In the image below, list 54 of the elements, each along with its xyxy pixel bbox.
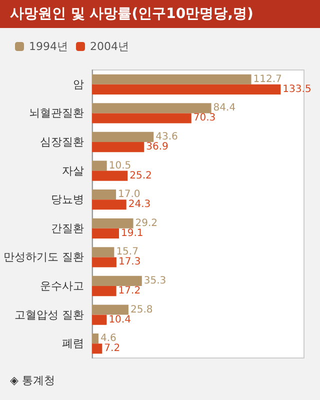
y-tick-label: 고혈압성 질환 bbox=[14, 308, 84, 322]
bar bbox=[92, 228, 119, 238]
data-label: 19.1 bbox=[120, 228, 144, 239]
data-label: 112.7 bbox=[253, 74, 282, 85]
data-label: 17.3 bbox=[118, 256, 141, 268]
bar bbox=[92, 334, 98, 344]
data-label: 24.3 bbox=[128, 199, 151, 210]
data-label: 70.3 bbox=[193, 112, 216, 124]
y-tick-label: 심장질환 bbox=[40, 136, 84, 148]
y-tick-label: 만성하기도 질환 bbox=[4, 250, 84, 264]
bar bbox=[92, 160, 107, 171]
y-tick-label: 운수사고 bbox=[40, 280, 84, 292]
data-label: 35.3 bbox=[144, 275, 166, 286]
y-tick-label: 자살 bbox=[62, 164, 84, 178]
bar bbox=[92, 103, 212, 114]
y-tick-label: 폐렴 bbox=[62, 337, 84, 350]
data-label: 4.6 bbox=[100, 333, 116, 344]
bar bbox=[92, 142, 144, 152]
bar bbox=[92, 257, 116, 268]
data-label: 25.2 bbox=[130, 170, 152, 182]
y-tick-label: 암 bbox=[73, 78, 84, 91]
data-label: 7.2 bbox=[104, 343, 120, 354]
data-label: 36.9 bbox=[146, 142, 168, 153]
y-tick-label: 뇌혈관질환 bbox=[29, 106, 84, 120]
data-label: 17.2 bbox=[118, 286, 141, 297]
bar bbox=[92, 170, 128, 181]
data-label: 43.6 bbox=[156, 131, 178, 142]
data-label: 10.4 bbox=[108, 314, 131, 326]
legend-label: 1994년 bbox=[29, 40, 68, 53]
bar bbox=[92, 84, 281, 94]
data-label: 29.2 bbox=[135, 218, 158, 229]
bar bbox=[92, 304, 128, 315]
y-tick-label: 간질환 bbox=[51, 222, 84, 235]
y-tick-label: 당뇨병 bbox=[51, 193, 84, 206]
bar bbox=[92, 314, 107, 325]
bar bbox=[92, 276, 142, 286]
text: ◈ 통계청 bbox=[10, 374, 55, 387]
data-label: 17.0 bbox=[118, 189, 140, 200]
bar bbox=[92, 344, 102, 354]
data-label: 10.5 bbox=[108, 160, 132, 172]
data-label: 25.8 bbox=[130, 304, 153, 316]
bar bbox=[92, 200, 126, 210]
bar bbox=[92, 132, 154, 142]
bar bbox=[92, 113, 192, 124]
bar bbox=[92, 247, 114, 258]
bar bbox=[92, 218, 134, 228]
data-label: 84.4 bbox=[213, 102, 236, 114]
data-label: 133.5 bbox=[282, 84, 312, 95]
bar bbox=[92, 190, 116, 200]
bar bbox=[92, 74, 252, 84]
data-label: 15.7 bbox=[116, 246, 138, 258]
bar bbox=[92, 286, 116, 296]
chart-title: 사망원인 및 사망률(인구10만명당,명) bbox=[0, 0, 320, 28]
legend-label: 2004년 bbox=[90, 40, 129, 53]
